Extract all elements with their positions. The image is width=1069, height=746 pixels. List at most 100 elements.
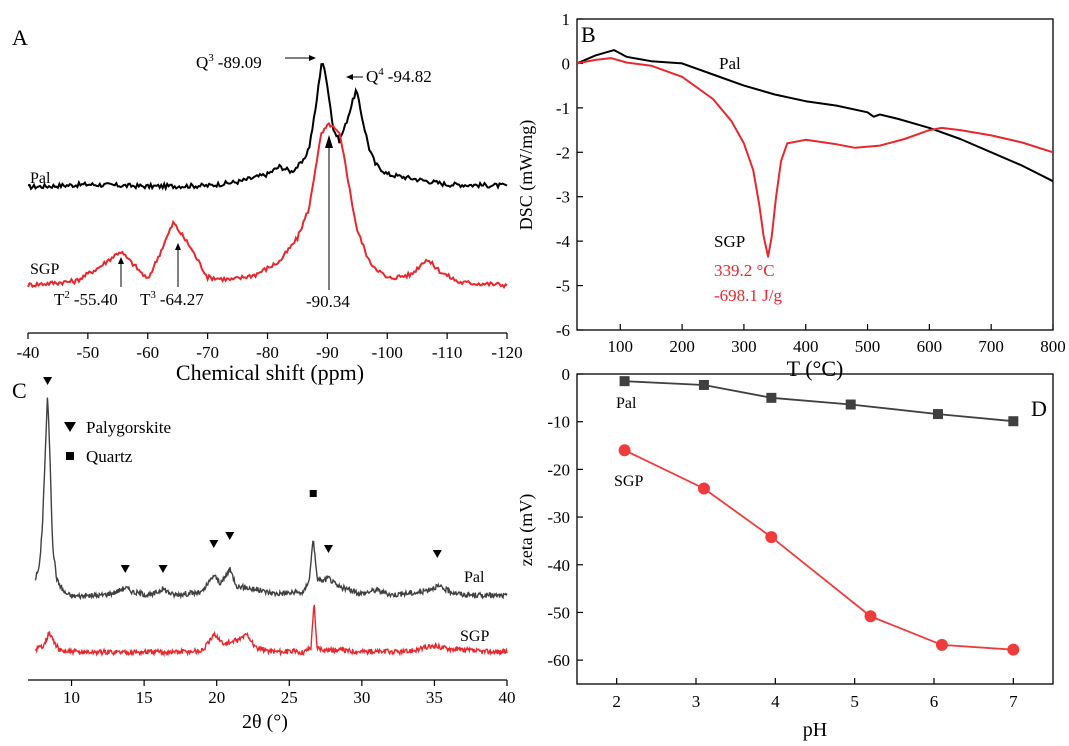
quartz-marker-icon <box>309 490 317 497</box>
panel-a-xtick-label: -60 <box>136 343 159 362</box>
legend-triangle-icon <box>64 422 76 432</box>
panel-b-sgp-label: SGP <box>714 232 745 251</box>
annotation-t3: T3 -64.27 <box>140 289 204 309</box>
q4-value: -94.82 <box>388 67 432 86</box>
panel-b-ytick-label: 1 <box>562 10 571 29</box>
panel-label-c: C <box>12 378 27 403</box>
panel-b-ticks: 100 200 300 400 500 600 700 800 1 0 -1 -2 -3 -4 -5 -6 <box>556 10 1066 356</box>
panel-a-series-sgp <box>27 121 508 289</box>
panel-c-x-ticks: 10 15 20 25 30 35 40 <box>63 680 516 707</box>
panel-a-series-pal <box>27 63 508 192</box>
palygorskite-marker-icon <box>323 545 333 553</box>
panel-b-ytick-label: 0 <box>562 54 571 73</box>
q3-prefix: Q <box>196 53 208 72</box>
panel-d-ticks: 2 3 4 5 6 7 0 -10 -20 -30 -40 -50 -60 <box>547 365 1018 711</box>
palygorskite-marker-icon <box>432 550 442 558</box>
panel-d-ytick-label: 0 <box>562 365 571 384</box>
palygorskite-marker-icon <box>225 532 235 540</box>
panel-d-zeta: D 2 3 4 5 6 7 0 -10 -20 -30 -40 -50 -60 pH zeta (mV)… <box>516 365 1054 741</box>
panel-a-nmr: A -40 -50 -60 -70 -80 -90 -100 -110 -120 Chemica… <box>12 25 523 385</box>
palygorskite-marker-icon <box>209 540 219 548</box>
annotation-t3-arrowhead <box>175 243 181 250</box>
panel-b-ytick-label: -3 <box>556 188 570 207</box>
annotation-t2: T2 -55.40 <box>54 289 118 309</box>
panel-d-xtick-label: 6 <box>930 692 939 711</box>
t2-sup: 2 <box>64 289 70 301</box>
panel-a-sgp-label: SGP <box>30 261 59 278</box>
q3-value: -89.09 <box>218 53 262 72</box>
panel-d-point-pal <box>619 376 630 387</box>
palygorskite-marker-icon <box>158 565 168 573</box>
panel-label-b: B <box>581 22 596 47</box>
panel-d-point-sgp <box>697 482 710 495</box>
panel-d-point-sgp <box>1007 643 1020 656</box>
panel-d-line-pal <box>624 380 1014 423</box>
panel-b-series <box>576 49 1054 258</box>
panel-d-ytick-label: -30 <box>547 508 570 527</box>
panel-b-peak-temp: 339.2 °C <box>714 261 775 280</box>
panel-a-xtick-label: -110 <box>432 343 463 362</box>
panel-d-line-sgp <box>624 449 1014 651</box>
panel-c-xrd: C 10 15 20 25 30 35 40 2θ (°) Palygorskite Qua… <box>12 377 516 733</box>
annotation-q3-arrowhead <box>309 55 316 61</box>
panel-b-peak-energy: -698.1 J/g <box>714 286 783 305</box>
panel-c-xtick-label: 25 <box>281 688 298 707</box>
panel-d-point-pal <box>698 379 709 390</box>
t3-sup: 3 <box>150 289 156 301</box>
panel-d-point-sgp <box>935 638 948 651</box>
panel-d-pal-label: Pal <box>616 395 637 412</box>
annotation-9034-arrowhead <box>325 135 333 148</box>
panel-a-xtick-label: -100 <box>372 343 403 362</box>
panel-d-ytick-label: -40 <box>547 556 570 575</box>
t3-prefix: T <box>140 290 151 309</box>
palygorskite-marker-icon <box>120 565 130 573</box>
q3-sup: 3 <box>208 52 214 64</box>
panel-b-dsc: B 100 200 300 400 500 600 700 800 1 0 -1 -2 -3 -4 -5 -6… <box>516 10 1066 381</box>
panel-label-a: A <box>12 25 28 50</box>
legend-palygorskite: Palygorskite <box>86 418 171 437</box>
legend-square-icon <box>66 452 74 460</box>
panel-d-point-sgp <box>765 531 778 544</box>
panel-c-sgp-label: SGP <box>460 628 489 645</box>
panel-d-point-pal <box>845 399 856 410</box>
panel-d-ytick-label: -20 <box>547 460 570 479</box>
panel-b-xtick-label: 600 <box>917 337 943 356</box>
panel-d-ytick-label: -10 <box>547 413 570 432</box>
panel-label-d: D <box>1031 396 1047 421</box>
panel-a-xtick-label: -50 <box>77 343 100 362</box>
q4-prefix: Q <box>366 67 378 86</box>
annotation-q3: Q3 -89.09 <box>196 52 262 72</box>
panel-b-series-sgp <box>576 57 1054 258</box>
panel-c-pal-label: Pal <box>464 569 485 586</box>
panel-c-xtick-label: 15 <box>136 688 153 707</box>
panel-b-ytick-label: -5 <box>556 277 570 296</box>
panel-b-ytick-label: -4 <box>556 232 571 251</box>
panel-c-xtick-label: 10 <box>63 688 80 707</box>
panel-a-xlabel: Chemical shift (ppm) <box>176 360 364 385</box>
panel-b-ylabel: DSC (mW/mg) <box>516 120 537 231</box>
panel-a-xtick-label: -40 <box>17 343 40 362</box>
panel-d-point-sgp <box>864 610 877 623</box>
panel-c-xtick-label: 20 <box>208 688 225 707</box>
panel-d-point-pal <box>1008 416 1019 427</box>
panel-a-xtick-label: -70 <box>196 343 219 362</box>
annotation-9034: -90.34 <box>306 292 350 311</box>
panel-b-ytick-label: -6 <box>556 321 570 340</box>
panel-d-point-pal <box>932 409 943 420</box>
panel-c-series-pal <box>34 397 508 601</box>
panel-b-xlabel: T (°C) <box>787 356 844 381</box>
panel-d-ytick-label: -50 <box>547 603 570 622</box>
panel-b-xtick-label: 200 <box>669 337 695 356</box>
panel-d-xtick-label: 2 <box>612 692 621 711</box>
panel-d-frame <box>576 373 1054 685</box>
panel-b-xtick-label: 100 <box>608 337 634 356</box>
panel-d-point-pal <box>766 392 777 403</box>
panel-d-xtick-label: 3 <box>692 692 701 711</box>
panel-d-xtick-label: 5 <box>850 692 859 711</box>
panel-c-series-sgp <box>34 604 508 658</box>
panel-a-xtick-label: -80 <box>256 343 279 362</box>
panel-b-pal-label: Pal <box>719 54 741 73</box>
t2-prefix: T <box>54 290 65 309</box>
t2-value: -55.40 <box>74 290 118 309</box>
